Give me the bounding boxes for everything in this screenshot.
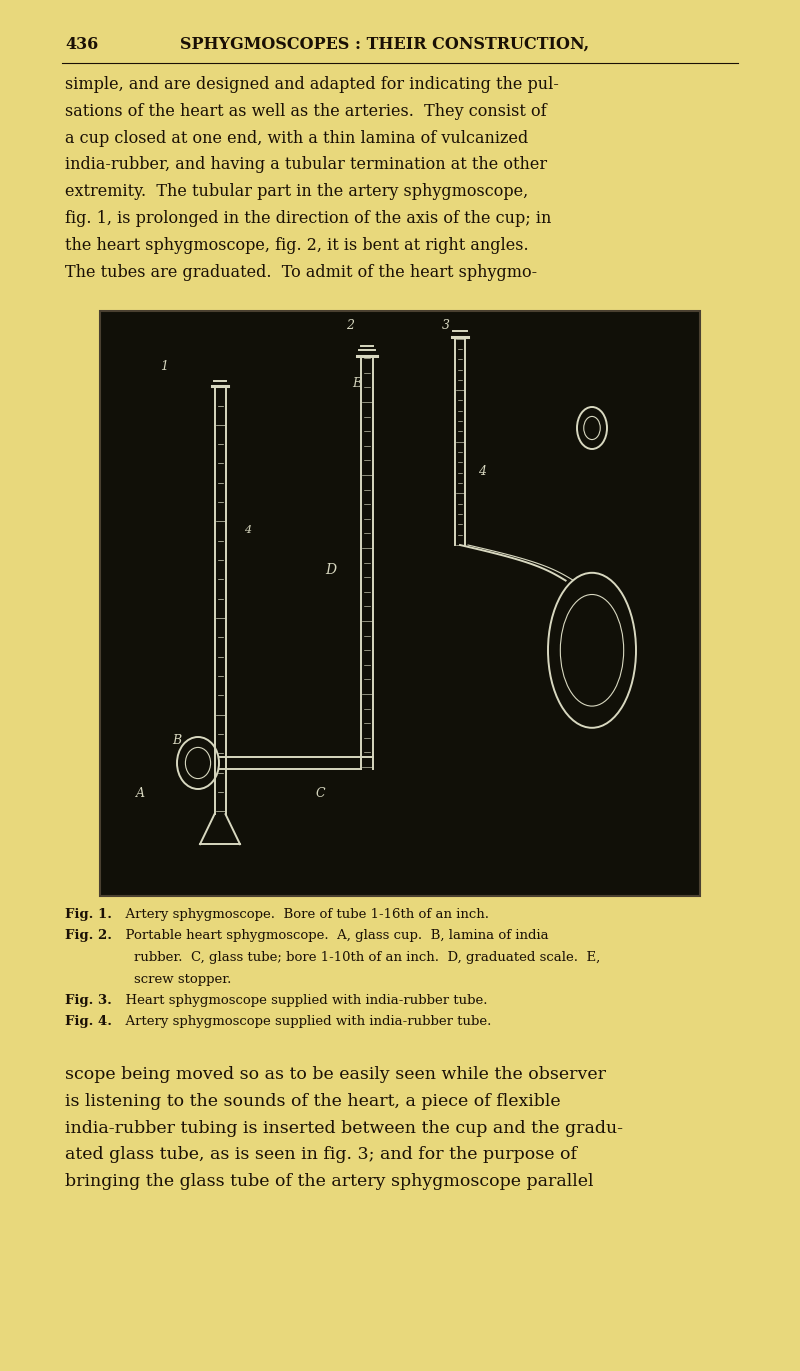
Text: 4: 4 bbox=[244, 525, 251, 535]
Text: fig. 1, is prolonged in the direction of the axis of the cup; in: fig. 1, is prolonged in the direction of… bbox=[65, 210, 551, 228]
FancyBboxPatch shape bbox=[100, 311, 700, 897]
Text: ated glass tube, as is seen in fig. 3; and for the purpose of: ated glass tube, as is seen in fig. 3; a… bbox=[65, 1146, 577, 1164]
Text: The tubes are graduated.  To admit of the heart sphygmo-: The tubes are graduated. To admit of the… bbox=[65, 263, 537, 281]
Text: B: B bbox=[172, 733, 181, 747]
Text: Portable heart sphygmoscope.  A, glass cup.  B, lamina of india: Portable heart sphygmoscope. A, glass cu… bbox=[117, 930, 549, 942]
Text: scope being moved so as to be easily seen while the observer: scope being moved so as to be easily see… bbox=[65, 1067, 606, 1083]
Text: E: E bbox=[352, 377, 361, 391]
Text: is listening to the sounds of the heart, a piece of flexible: is listening to the sounds of the heart,… bbox=[65, 1093, 561, 1109]
Text: C: C bbox=[316, 787, 326, 799]
Text: 1: 1 bbox=[160, 359, 168, 373]
Text: extremity.  The tubular part in the artery sphygmoscope,: extremity. The tubular part in the arter… bbox=[65, 184, 528, 200]
Text: screw stopper.: screw stopper. bbox=[117, 972, 231, 986]
Text: india-rubber tubing is inserted between the cup and the gradu-: india-rubber tubing is inserted between … bbox=[65, 1120, 623, 1137]
Text: 4: 4 bbox=[478, 465, 486, 478]
Text: Fig. 1.: Fig. 1. bbox=[65, 908, 112, 921]
Text: Fig. 2.: Fig. 2. bbox=[65, 930, 112, 942]
Ellipse shape bbox=[577, 407, 607, 448]
Text: Artery sphygmoscope.  Bore of tube 1-16th of an inch.: Artery sphygmoscope. Bore of tube 1-16th… bbox=[117, 908, 489, 921]
Text: A: A bbox=[136, 787, 145, 799]
Text: india-rubber, and having a tubular termination at the other: india-rubber, and having a tubular termi… bbox=[65, 156, 547, 173]
Text: bringing the glass tube of the artery sphygmoscope parallel: bringing the glass tube of the artery sp… bbox=[65, 1174, 594, 1190]
Text: 436: 436 bbox=[65, 36, 98, 53]
Text: 2: 2 bbox=[346, 318, 354, 332]
Text: 3: 3 bbox=[442, 318, 450, 332]
Text: rubber.  C, glass tube; bore 1-10th of an inch.  D, graduated scale.  E,: rubber. C, glass tube; bore 1-10th of an… bbox=[117, 951, 600, 964]
Text: Fig. 3.: Fig. 3. bbox=[65, 994, 112, 1008]
Text: sations of the heart as well as the arteries.  They consist of: sations of the heart as well as the arte… bbox=[65, 103, 546, 119]
Text: D: D bbox=[325, 563, 336, 577]
Text: a cup closed at one end, with a thin lamina of vulcanized: a cup closed at one end, with a thin lam… bbox=[65, 130, 528, 147]
Text: simple, and are designed and adapted for indicating the pul-: simple, and are designed and adapted for… bbox=[65, 75, 559, 93]
Text: Artery sphygmoscope supplied with india-rubber tube.: Artery sphygmoscope supplied with india-… bbox=[117, 1016, 491, 1028]
Text: Fig. 4.: Fig. 4. bbox=[65, 1016, 112, 1028]
Text: SPHYGMOSCOPES : THEIR CONSTRUCTION,: SPHYGMOSCOPES : THEIR CONSTRUCTION, bbox=[180, 36, 589, 53]
Text: the heart sphygmoscope, fig. 2, it is bent at right angles.: the heart sphygmoscope, fig. 2, it is be… bbox=[65, 237, 529, 254]
Text: Heart sphygmoscope supplied with india-rubber tube.: Heart sphygmoscope supplied with india-r… bbox=[117, 994, 487, 1008]
